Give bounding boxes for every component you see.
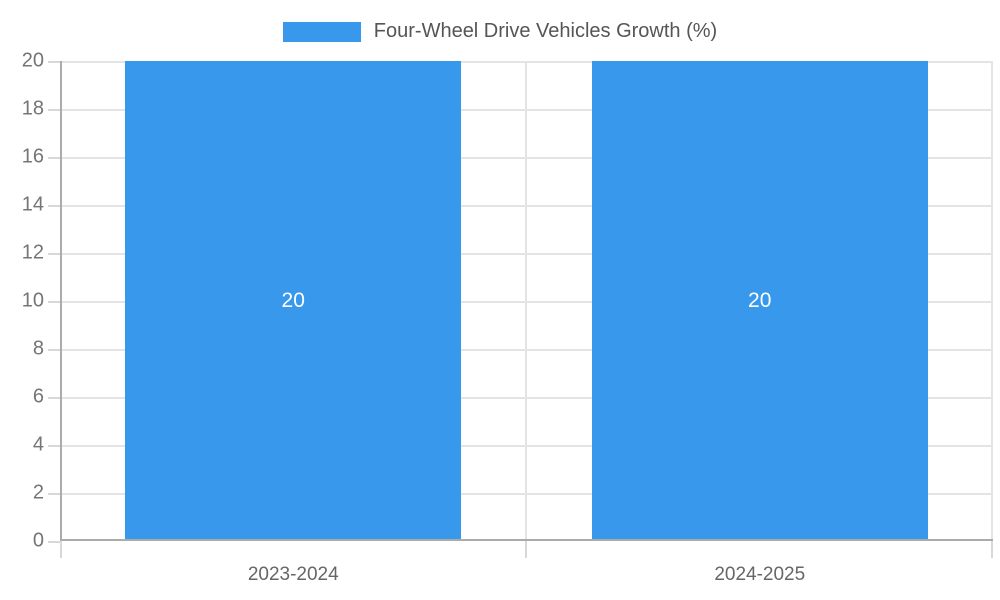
- y-tick-mark: [48, 205, 60, 207]
- x-tick-label: 2024-2025: [714, 564, 806, 585]
- y-tick-label: 16: [21, 145, 44, 168]
- bar-value-label: 20: [281, 289, 305, 312]
- gridline-horizontal: [60, 253, 993, 255]
- y-axis-line: [60, 61, 62, 541]
- gridline-horizontal: [60, 61, 993, 63]
- y-tick-mark: [48, 157, 60, 159]
- y-tick-label: 4: [32, 433, 44, 456]
- gridline-horizontal: [60, 157, 993, 159]
- y-tick-label: 8: [32, 337, 44, 360]
- y-tick-mark: [48, 445, 60, 447]
- gridline-horizontal: [60, 397, 993, 399]
- bar-value-label: 20: [748, 289, 772, 312]
- gridline-horizontal: [60, 445, 993, 447]
- plot-area: 20 20: [60, 61, 993, 541]
- bar: 20: [125, 61, 462, 541]
- x-tick-mark: [991, 541, 993, 558]
- y-tick-label: 2: [32, 481, 44, 504]
- x-tick-mark: [60, 541, 62, 558]
- y-tick-label: 18: [21, 97, 44, 120]
- legend-label: Four-Wheel Drive Vehicles Growth (%): [373, 20, 718, 42]
- x-axis-labels: 2023-2024 2024-2025: [60, 560, 993, 592]
- x-tick-label: 2023-2024: [247, 564, 339, 585]
- y-tick-label: 20: [21, 49, 44, 72]
- y-tick-mark: [48, 541, 60, 543]
- y-tick-mark: [48, 61, 60, 63]
- y-tick-mark: [48, 397, 60, 399]
- y-tick-mark: [48, 349, 60, 351]
- gridline-horizontal: [60, 205, 993, 207]
- y-tick-mark: [48, 301, 60, 303]
- y-tick-mark: [48, 109, 60, 111]
- x-tick-mark: [524, 541, 527, 558]
- x-axis-line: [60, 539, 993, 541]
- legend-item[interactable]: Four-Wheel Drive Vehicles Growth (%): [0, 20, 1000, 43]
- gridline-horizontal: [60, 109, 993, 111]
- y-axis-labels: 0 2 4 6 8 10 12 14 16 18 20: [0, 50, 44, 552]
- bar: 20: [591, 61, 928, 541]
- y-tick-mark: [48, 493, 60, 495]
- y-tick-label: 14: [21, 193, 44, 216]
- y-tick-label: 0: [32, 529, 44, 552]
- y-tick-label: 6: [32, 385, 44, 408]
- y-tick-label: 12: [21, 241, 44, 264]
- y-tick-label: 10: [21, 289, 44, 312]
- gridline-vertical: [991, 61, 993, 541]
- gridline-horizontal: [60, 301, 993, 303]
- legend-swatch-icon: [282, 21, 361, 42]
- y-tick-mark: [48, 253, 60, 255]
- gridline-horizontal: [60, 493, 993, 495]
- gridline-vertical: [524, 61, 527, 541]
- gridline-horizontal: [60, 349, 993, 351]
